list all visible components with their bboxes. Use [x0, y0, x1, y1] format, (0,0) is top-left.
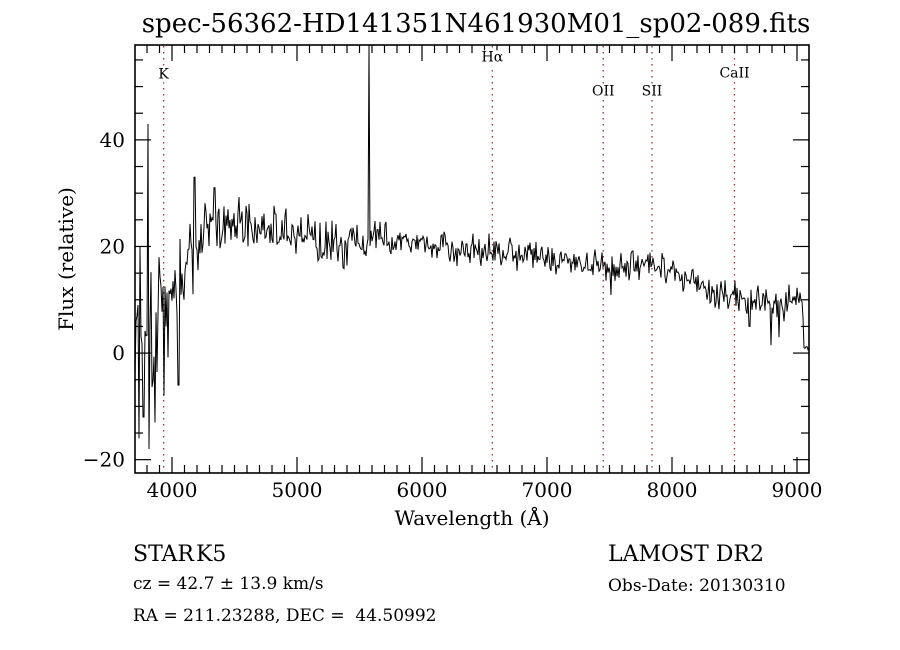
object-class-label: STAR — [133, 542, 194, 567]
x-tick-label: 6000 — [397, 478, 448, 502]
y-axis-title: Flux (relative) — [54, 187, 78, 331]
spectral-line-label: SII — [640, 83, 664, 100]
obs-date-text: Obs-Date: 20130310 — [608, 576, 786, 596]
spectral-line-label: K — [157, 66, 170, 83]
spectral-line-label: OII — [590, 83, 616, 100]
y-tick-label: 20 — [100, 234, 125, 258]
radial-velocity-text: cz = 42.7 ± 13.9 km/s — [133, 574, 324, 594]
y-tick-label: 40 — [100, 128, 125, 152]
plot-title: spec-56362-HD141351N461930M01_sp02-089.f… — [141, 9, 811, 39]
y-tick-label: 0 — [112, 341, 125, 365]
spectrum-trace — [134, 44, 810, 450]
x-tick-label: 4000 — [147, 478, 198, 502]
spectral-line-label: CaII — [718, 65, 751, 82]
x-tick-label: 5000 — [272, 478, 323, 502]
plot-frame — [134, 44, 810, 474]
spectral-line-label: Hα — [480, 49, 505, 66]
x-tick-label: 8000 — [647, 478, 698, 502]
survey-label: LAMOST DR2 — [608, 542, 764, 567]
x-tick-label: 9000 — [772, 478, 823, 502]
subclass-label: K5 — [196, 542, 227, 567]
x-axis-title: Wavelength (Å) — [394, 506, 550, 530]
coordinates-text: RA = 211.23288, DEC = 44.50992 — [133, 606, 437, 626]
x-tick-label: 7000 — [522, 478, 573, 502]
y-tick-label: −20 — [83, 448, 125, 472]
